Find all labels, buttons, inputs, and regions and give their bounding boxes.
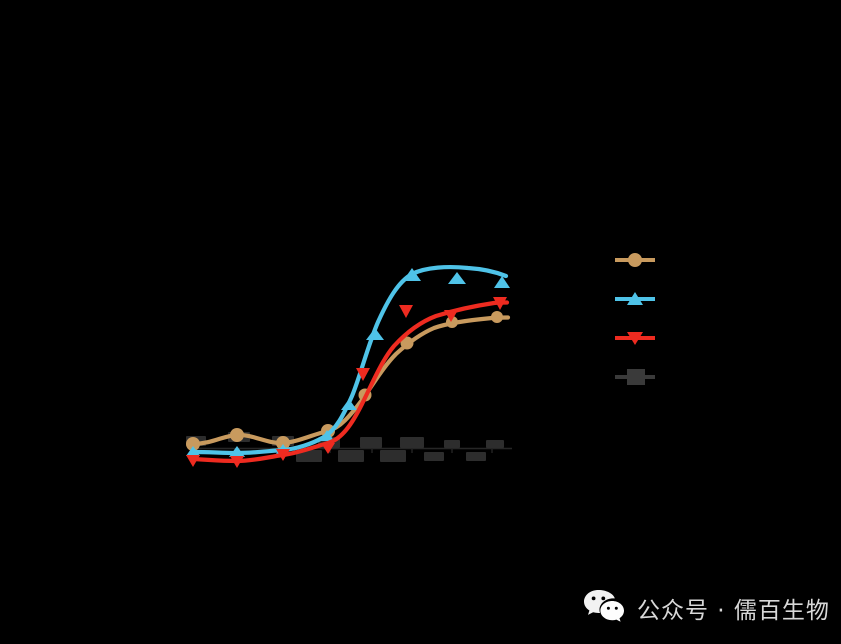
- plot-area: [186, 265, 512, 468]
- wechat-icon: [583, 588, 625, 627]
- watermark-text: 公众号 · 儒百生物: [637, 597, 830, 624]
- legend-key-triangle-up-icon: [613, 291, 657, 307]
- legend-key-square-icon: [613, 368, 657, 385]
- legend-item-3[interactable]: [605, 318, 835, 357]
- series-1-markers: [186, 311, 503, 451]
- series-2-line: [190, 265, 509, 456]
- legend-item-2[interactable]: [605, 279, 835, 318]
- legend-item-1[interactable]: [605, 240, 835, 279]
- plot-svg: [186, 265, 512, 468]
- series-3-line: [190, 300, 510, 464]
- chart-legend: [605, 240, 835, 396]
- watermark: 公众号 · 儒百生物: [583, 588, 830, 627]
- legend-key-circle-icon: [613, 252, 657, 268]
- legend-item-4[interactable]: [605, 357, 835, 396]
- legend-key-triangle-down-icon: [613, 330, 657, 346]
- series-3-markers: [186, 297, 507, 468]
